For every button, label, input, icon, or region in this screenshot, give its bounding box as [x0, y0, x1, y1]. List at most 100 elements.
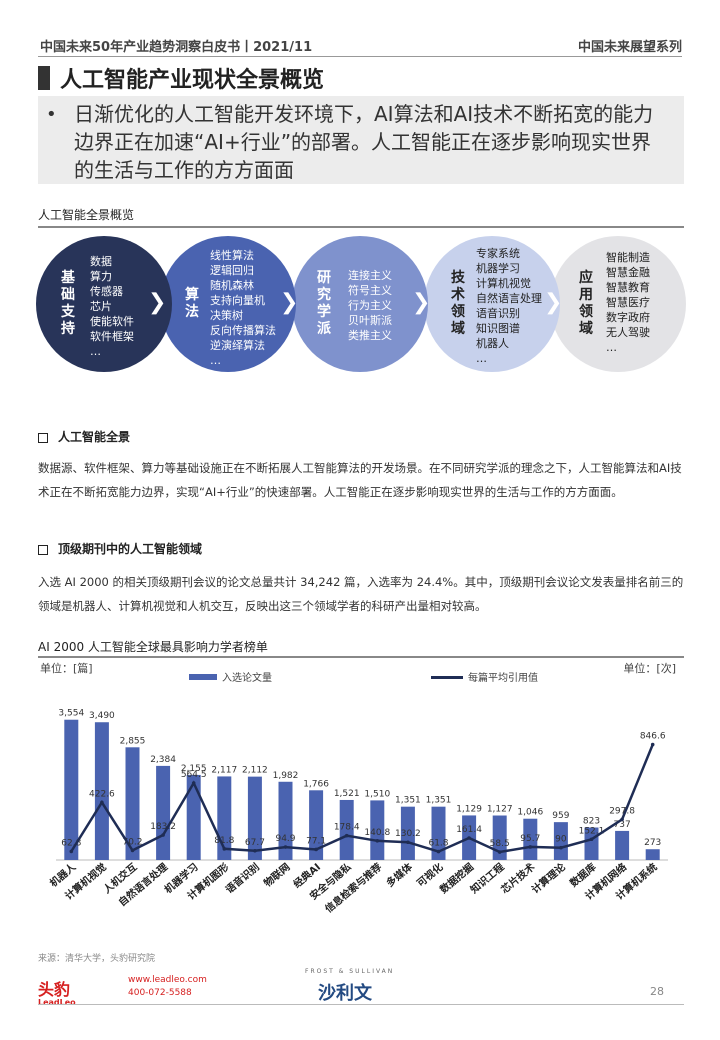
stage-item: 芯片	[90, 300, 112, 313]
right-unit-label: 单位：[次]	[623, 661, 676, 675]
bar-value-label: 959	[552, 811, 569, 821]
line-value-label: 140.8	[364, 828, 390, 838]
bar-value-label: 1,046	[517, 808, 543, 818]
header-left: 中国未来50年产业趋势洞察白皮书丨2021/11	[40, 40, 313, 55]
bar	[400, 806, 415, 860]
stage-application: 应用领域 智能制造 智慧金融 智慧教育 智慧医疗 数字政府 无人驾驶…	[550, 236, 686, 372]
stage-item: 反向传播算法	[210, 324, 276, 337]
line-value-label: 161.4	[456, 825, 482, 835]
legend-bar-label: 入选论文量	[222, 671, 272, 684]
line-value-label: 94.9	[275, 834, 295, 844]
bar-value-label: 3,554	[58, 709, 84, 719]
stage-label: 技术领域	[451, 270, 465, 337]
legend-line-swatch	[431, 676, 463, 679]
line-point	[620, 817, 624, 822]
x-tick-label: 物联网	[261, 860, 292, 889]
x-tick-label: 语音识别	[223, 860, 262, 896]
bar	[186, 774, 201, 860]
stage-items: 数据 算力 传感器 芯片 使能软件 软件框架…	[90, 254, 134, 359]
panorama-divider	[38, 226, 684, 228]
panorama-flow: 基础支持 数据 算力 传感器 芯片 使能软件 软件框架 … ❯ 算法 线性算法 逻辑回归 随机森…	[36, 228, 686, 398]
stage-label: 基础支持	[61, 270, 75, 337]
line-point	[436, 849, 441, 854]
section1-title: 人工智能全景	[58, 430, 131, 444]
leadleo-logo-sub: LeadLeo	[38, 998, 76, 1007]
stage-technology: 技术领域 专家系统 机器学习 计算机视觉 自然语言处理 语音识别 知识图谱 机器人…	[424, 236, 560, 372]
bar	[64, 719, 79, 860]
bar-value-label: 1,982	[273, 771, 299, 781]
stage-label: 算法	[185, 287, 199, 320]
title-marker	[38, 66, 50, 90]
stage-item: 传感器	[90, 285, 123, 298]
bar	[339, 799, 354, 860]
x-tick-label: 计算理论	[529, 860, 569, 896]
stage-item: 自然语言处理	[476, 292, 542, 305]
stage-item: 机器学习	[476, 262, 520, 275]
bar-value-label: 3,490	[89, 711, 115, 721]
stage-item: 专家系统	[476, 247, 520, 260]
line-point	[406, 840, 410, 845]
line-value-label: 95.7	[520, 834, 540, 844]
stage-item: 语音识别	[476, 307, 520, 320]
section1-text: 数据源、软件框架、算力等基础设施正在不断拓展人工智能算法的开发场景。在不同研究学…	[38, 461, 682, 499]
stage-item: 数据	[90, 255, 112, 268]
line-point	[222, 847, 227, 851]
bar	[247, 776, 262, 860]
x-tick-label: 数据挖掘	[437, 860, 476, 896]
bar-value-label: 1,510	[364, 789, 390, 799]
line-point	[130, 848, 135, 853]
stage-item: 智慧金融	[606, 266, 650, 279]
line-point	[528, 845, 533, 849]
bar-value-label: 823	[583, 817, 600, 827]
flow-arrow-icon: ❯	[544, 290, 563, 315]
line-point	[467, 836, 471, 840]
stage-item: 计算机视觉	[476, 277, 531, 290]
bar-value-label: 2,117	[211, 765, 237, 775]
line-point	[69, 849, 74, 854]
bar-value-label: 1,127	[487, 805, 513, 815]
bar	[278, 781, 293, 860]
flow-arrow-icon: ❯	[148, 290, 167, 315]
section2-text: 入选 AI 2000 的相关顶级期刊会议的论文总量共计 34,242 篇，入选率…	[38, 575, 684, 613]
bar-value-label: 2,384	[150, 755, 176, 765]
line-value-label: 61.8	[428, 839, 448, 849]
bar	[309, 790, 324, 860]
bar-value-label: 2,112	[242, 766, 268, 776]
stage-item: 逻辑回归	[210, 264, 254, 277]
x-tick-label: 知识工程	[467, 860, 507, 896]
line-point	[161, 833, 165, 837]
bar-value-label: 2,155	[181, 764, 207, 774]
stage-item: 智慧教育	[606, 281, 650, 294]
bar-value-label: 737	[614, 820, 631, 830]
section2-heading: 顶级期刊中的人工智能领域	[38, 540, 202, 557]
intro-box: • 日渐优化的人工智能开发环境下，AI算法和AI技术不断拓宽的能力边界正在加速“…	[38, 96, 684, 184]
stage-item: 使能软件	[90, 315, 134, 328]
bar	[370, 800, 385, 860]
line-point	[589, 837, 594, 842]
legend-bar-swatch	[189, 674, 217, 680]
leadleo-logo: 头豹 LeadLeo	[38, 976, 76, 1007]
line-value-label: 297.8	[609, 806, 635, 816]
line-value-label: 183.2	[150, 822, 176, 832]
stage-algorithm: 算法 线性算法 逻辑回归 随机森林 支持向量机 决策树 反向传播算法 逆演绎算法…	[160, 236, 296, 372]
flow-arrow-icon: ❯	[280, 290, 299, 315]
stage-items: 智能制造 智慧金融 智慧教育 智慧医疗 数字政府 无人驾驶…	[606, 250, 650, 355]
stage-foundation: 基础支持 数据 算力 传感器 芯片 使能软件 软件框架…	[36, 236, 172, 372]
stage-item: …	[210, 354, 221, 367]
contact-info: www.leadleo.com 400-072-5588	[128, 974, 207, 1000]
stage-item: 逆演绎算法	[210, 339, 265, 352]
line-value-label: 152.1	[579, 826, 605, 836]
bar	[431, 806, 446, 860]
left-unit-label: 单位：[篇]	[40, 661, 93, 675]
line-point	[191, 781, 196, 785]
stage-schools: 研究学派 连接主义 符号主义 行为主义 贝叶斯派 类推主义	[292, 236, 428, 372]
stage-item: 随机森林	[210, 279, 254, 292]
stage-item: …	[476, 352, 487, 365]
line-point	[559, 845, 563, 850]
line-point	[253, 848, 257, 853]
flow-arrow-icon: ❯	[412, 290, 431, 315]
bar	[553, 822, 568, 860]
stage-item: 数字政府	[606, 311, 650, 324]
line-point	[344, 833, 349, 838]
bar-value-label: 1,129	[456, 804, 482, 814]
